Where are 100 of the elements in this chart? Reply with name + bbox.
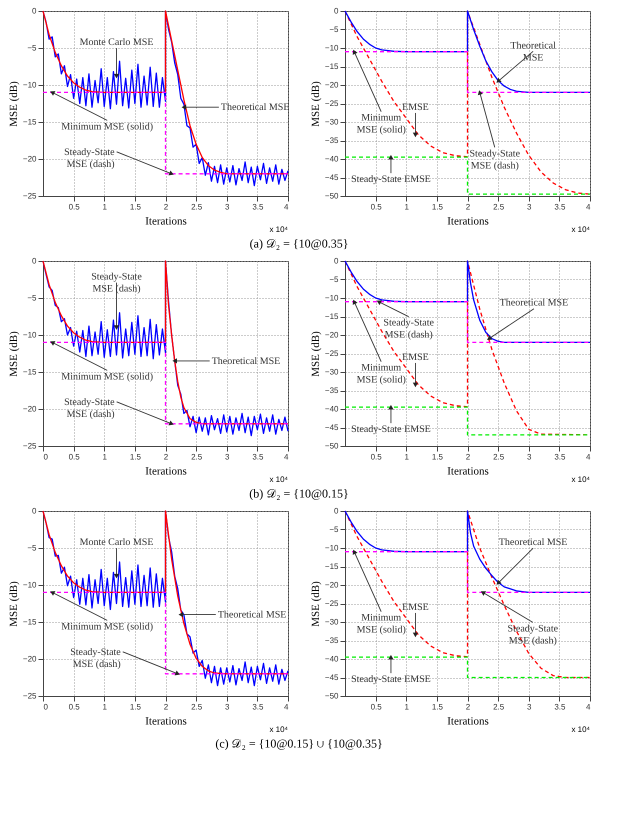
y-tick-label: −20 bbox=[22, 654, 38, 664]
x-tick-label: 0.5 bbox=[370, 202, 382, 212]
text: x 10⁴ bbox=[269, 475, 289, 484]
x-tick-label: 1.5 bbox=[432, 702, 444, 712]
text: x 10⁴ bbox=[571, 475, 591, 484]
x-tick-label: 3 bbox=[225, 702, 230, 712]
y-tick-label: −30 bbox=[324, 118, 340, 126]
x-axis-title: Iterations bbox=[447, 466, 489, 478]
x-tick-label: 1.5 bbox=[432, 202, 444, 212]
y-tick-label: −40 bbox=[324, 154, 340, 164]
x-tick-label: 2 bbox=[466, 702, 471, 712]
x-axis-title: Iterations bbox=[447, 716, 489, 728]
y-tick-label: −20 bbox=[22, 154, 38, 164]
y-tick-label: 0 bbox=[32, 256, 38, 266]
x-tick-label: 4 bbox=[284, 452, 290, 462]
y-tick-label: −30 bbox=[324, 618, 340, 626]
y-tick-label: 0 bbox=[32, 506, 38, 516]
y-tick-label: −5 bbox=[27, 44, 38, 52]
x-tick-label: 3 bbox=[225, 452, 230, 462]
annotation: Theoretical MSE bbox=[500, 298, 568, 309]
x-tick-label: 1 bbox=[404, 702, 410, 712]
y-tick-label: −45 bbox=[324, 173, 340, 182]
x-tick-label: 3 bbox=[527, 702, 532, 712]
x-tick-label: 2 bbox=[164, 452, 169, 462]
y-tick-label: −30 bbox=[324, 368, 340, 376]
text: x 10⁴ bbox=[571, 225, 591, 234]
x-tick-label: 2 bbox=[466, 202, 471, 212]
y-tick-label: 0 bbox=[334, 6, 340, 16]
x-tick-label: 0.5 bbox=[68, 702, 80, 712]
annotation: Steady-State MSE (dash) bbox=[64, 146, 116, 170]
x-axis-title: Iterations bbox=[447, 216, 489, 228]
y-tick-label: −15 bbox=[324, 62, 340, 71]
x-tick-label: 1.5 bbox=[130, 452, 142, 462]
y-tick-label: −15 bbox=[324, 562, 340, 571]
y-tick-label: 0 bbox=[32, 6, 38, 16]
y-tick-label: −20 bbox=[324, 80, 340, 90]
text: (b) 𝒟₂ = {10@0.15} bbox=[249, 486, 349, 500]
annotation: Monte Carlo MSE bbox=[80, 537, 154, 548]
x-tick-label: 0.5 bbox=[370, 452, 382, 462]
text: x 10⁴ bbox=[269, 725, 289, 734]
annotation: Minimum MSE (solid) bbox=[356, 112, 406, 136]
y-axis-title: MSE (dB) bbox=[310, 580, 322, 627]
annotation: Steady-State MSE (dash) bbox=[70, 646, 122, 670]
y-tick-label: −10 bbox=[22, 80, 38, 90]
annotation: Steady-State MSE (dash) bbox=[383, 318, 435, 341]
y-tick-label: −50 bbox=[324, 692, 340, 700]
x-tick-label: 1 bbox=[404, 452, 410, 462]
x-tick-label: 3 bbox=[225, 202, 230, 212]
y-tick-label: −40 bbox=[324, 404, 340, 414]
x-tick-label: 4 bbox=[586, 202, 592, 212]
x-tick-label: 3 bbox=[527, 452, 532, 462]
y-tick-label: −15 bbox=[22, 368, 38, 376]
y-tick-label: −25 bbox=[22, 442, 38, 450]
x-tick-label: 1.5 bbox=[432, 452, 444, 462]
text: (c) 𝒟₂ = {10@0.15} ∪ {10@0.35} bbox=[215, 736, 383, 750]
annotation: Minimum MSE (solid) bbox=[61, 621, 154, 632]
y-tick-label: −10 bbox=[324, 294, 340, 302]
y-tick-label: −20 bbox=[324, 330, 340, 340]
annotation: Steady-State EMSE bbox=[351, 424, 431, 436]
y-tick-label: −35 bbox=[324, 136, 340, 145]
y-tick-label: −15 bbox=[22, 618, 38, 626]
y-tick-label: −5 bbox=[329, 275, 340, 284]
y-tick-label: −20 bbox=[22, 404, 38, 414]
x-tick-label: 0.5 bbox=[68, 202, 80, 212]
y-tick-label: −5 bbox=[27, 294, 38, 302]
x-tick-label: 3 bbox=[527, 202, 532, 212]
y-tick-label: −15 bbox=[324, 312, 340, 321]
y-tick-label: −35 bbox=[324, 636, 340, 645]
x-axis-title: Iterations bbox=[145, 466, 187, 478]
x-axis-title: Iterations bbox=[145, 716, 187, 728]
x-tick-label: 2 bbox=[164, 202, 169, 212]
y-axis-title: MSE (dB) bbox=[8, 330, 20, 377]
text: x 10⁴ bbox=[571, 725, 591, 734]
y-axis-title: MSE (dB) bbox=[310, 80, 322, 127]
y-tick-label: −10 bbox=[324, 544, 340, 552]
x-tick-label: 3.5 bbox=[554, 452, 566, 462]
x-tick-label: 2.5 bbox=[493, 452, 505, 462]
text: x 10⁴ bbox=[269, 225, 289, 234]
annotation: Monte Carlo MSE bbox=[80, 37, 154, 48]
annotation: Minimum MSE (solid) bbox=[61, 121, 154, 132]
x-tick-label: 2.5 bbox=[191, 202, 203, 212]
y-tick-label: −45 bbox=[324, 423, 340, 432]
x-tick-label: 1 bbox=[102, 702, 108, 712]
y-tick-label: −25 bbox=[22, 192, 38, 200]
y-tick-label: −10 bbox=[22, 580, 38, 590]
y-tick-label: −10 bbox=[324, 44, 340, 52]
annotation: Theoretical MSE bbox=[498, 537, 568, 548]
x-tick-label: 3.5 bbox=[554, 202, 566, 212]
x-tick-label: 4 bbox=[586, 452, 592, 462]
y-tick-label: −25 bbox=[324, 599, 340, 608]
y-tick-label: 0 bbox=[334, 506, 340, 516]
y-tick-label: −50 bbox=[324, 192, 340, 200]
y-tick-label: −25 bbox=[324, 99, 340, 108]
y-tick-label: −5 bbox=[329, 525, 340, 534]
x-tick-label: 2 bbox=[164, 702, 169, 712]
y-tick-label: −10 bbox=[22, 330, 38, 340]
x-tick-label: 0 bbox=[44, 702, 48, 712]
annotation: Minimum MSE (solid) bbox=[356, 362, 406, 386]
x-tick-label: 3.5 bbox=[554, 702, 566, 712]
y-tick-label: −25 bbox=[324, 349, 340, 358]
